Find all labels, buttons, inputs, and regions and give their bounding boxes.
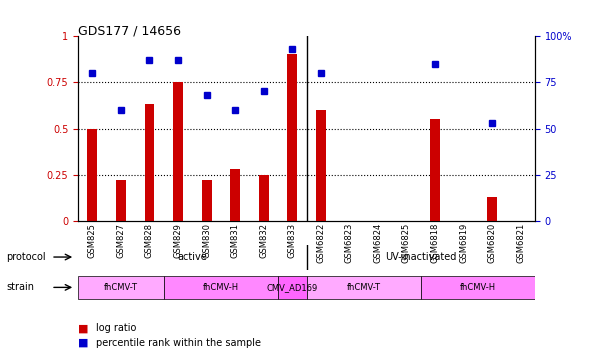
Bar xyxy=(87,129,97,221)
Bar xyxy=(116,181,126,221)
Text: GDS177 / 14656: GDS177 / 14656 xyxy=(78,25,181,38)
Text: fhCMV-H: fhCMV-H xyxy=(460,283,496,292)
Text: UV-inactivated: UV-inactivated xyxy=(385,252,456,262)
Text: active: active xyxy=(177,252,207,262)
FancyBboxPatch shape xyxy=(307,276,421,298)
Bar xyxy=(258,175,269,221)
Text: ■: ■ xyxy=(78,338,88,348)
Bar xyxy=(287,54,297,221)
Bar xyxy=(430,119,440,221)
Text: fhCMV-T: fhCMV-T xyxy=(347,283,380,292)
Bar xyxy=(173,82,183,221)
Bar xyxy=(316,110,326,221)
Bar xyxy=(487,197,497,221)
FancyBboxPatch shape xyxy=(278,276,307,298)
Text: log ratio: log ratio xyxy=(96,323,136,333)
Text: fhCMV-T: fhCMV-T xyxy=(104,283,138,292)
Text: protocol: protocol xyxy=(6,252,46,262)
Text: percentile rank within the sample: percentile rank within the sample xyxy=(96,338,261,348)
Text: fhCMV-H: fhCMV-H xyxy=(203,283,239,292)
Text: CMV_AD169: CMV_AD169 xyxy=(267,283,318,292)
FancyBboxPatch shape xyxy=(421,276,535,298)
FancyBboxPatch shape xyxy=(163,276,278,298)
FancyBboxPatch shape xyxy=(78,276,163,298)
Bar xyxy=(230,169,240,221)
Bar xyxy=(201,181,212,221)
Text: strain: strain xyxy=(6,282,34,292)
Text: ■: ■ xyxy=(78,323,88,333)
Bar xyxy=(144,104,154,221)
